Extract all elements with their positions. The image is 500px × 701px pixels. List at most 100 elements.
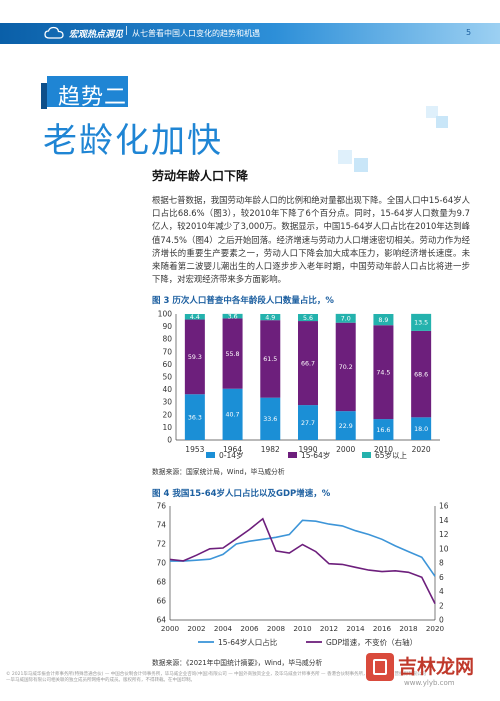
y-tick-label: 70 [162, 347, 172, 356]
bar-segment [335, 313, 356, 323]
bar-segment [184, 394, 205, 440]
x-tick-label: 1982 [261, 445, 280, 454]
legend-swatch [362, 452, 371, 458]
y-right-tick-label: 4 [439, 587, 444, 596]
bar-segment [298, 405, 318, 440]
figure4-title: 图 4 我国15-64岁人口占比以及GDP增速，% [152, 489, 331, 499]
y-tick-label: 60 [162, 360, 172, 369]
bar-segment [411, 417, 432, 440]
trend-tag: 趋势二 [41, 76, 128, 110]
y-left-tick-label: 76 [156, 502, 166, 511]
bar-value-label: 8.9 [378, 317, 388, 324]
legend-label: 15-64岁 [301, 450, 330, 460]
bar-value-label: 22.9 [339, 423, 353, 430]
bar-segment [411, 313, 432, 331]
x-tick-label: 2012 [320, 624, 338, 633]
series-line [170, 519, 436, 577]
decor-square [338, 150, 352, 164]
y-tick-label: 10 [162, 423, 172, 432]
x-tick-label: 2016 [373, 624, 392, 633]
y-right-tick-label: 14 [439, 516, 449, 525]
bar-segment [184, 319, 205, 395]
watermark-logo-icon [366, 653, 394, 681]
bar-segment [335, 322, 356, 412]
bar-segment [222, 388, 243, 440]
series-line [169, 517, 436, 604]
bar-value-label: 13.5 [414, 320, 428, 327]
legend-label: 0-14岁 [219, 450, 244, 460]
y-right-tick-label: 16 [439, 502, 449, 511]
body-paragraph: 根据七普数据，我国劳动年龄人口的比例和绝对量都出现下降。全国人口中15-64岁人… [152, 195, 470, 285]
watermark-url: www.ylyb.com [404, 679, 455, 687]
y-left-tick-label: 70 [156, 559, 166, 568]
bar-value-label: 55.8 [226, 351, 240, 358]
bar-value-label: 27.7 [301, 420, 315, 427]
y-right-tick-label: 2 [439, 601, 444, 610]
bar-value-label: 66.7 [301, 360, 315, 367]
section-title: 劳动年龄人口下降 [152, 169, 249, 183]
bar-segment [260, 397, 281, 440]
figure3-stacked-bar-chart: 0 10 20 30 40 50 60 70 80 90 100 36.3 59.3 4.4 1953 40.… [158, 310, 440, 460]
y-tick-label: 50 [162, 373, 172, 382]
y-tick-label: 0 [167, 436, 172, 445]
bar-segment [298, 314, 318, 322]
y-left-tick-label: 72 [156, 540, 166, 549]
trend-tag-label: 趋势二 [58, 85, 128, 110]
y-right-tick-label: 10 [439, 544, 449, 553]
bar-value-label: 18.0 [414, 426, 428, 433]
bar-segment [373, 419, 394, 440]
legend-label: 15-64岁人口占比 [218, 637, 278, 647]
y-tick-label: 90 [162, 322, 172, 331]
decor-square [436, 116, 448, 128]
bar-segment [373, 325, 394, 420]
bar-segment [222, 313, 243, 319]
bar-segment [260, 320, 281, 398]
bar-value-label: 3.6 [228, 313, 238, 320]
bar-value-label: 59.3 [188, 354, 202, 361]
x-tick-label: 2010 [293, 624, 312, 633]
x-tick-label: 2000 [336, 445, 355, 454]
bar-segment [298, 321, 318, 406]
bar-value-label: 36.3 [188, 414, 202, 421]
bar-segment [184, 314, 205, 320]
y-tick-label: 20 [162, 410, 172, 419]
header-section: 宏观热点洞见 [69, 30, 124, 40]
x-tick-label: 2020 [426, 624, 445, 633]
y-tick-label: 40 [162, 385, 172, 394]
decor-square [426, 106, 438, 118]
bar-segment [373, 314, 394, 326]
header-subtitle: 从七普看中国人口变化的趋势和机遇 [132, 29, 260, 38]
bar-value-label: 16.6 [376, 427, 390, 434]
y-tick-label: 80 [162, 335, 172, 344]
legend-swatch [206, 452, 215, 458]
figure3-title: 图 3 历次人口普查中各年龄段人口数量占比，% [152, 296, 334, 306]
header-bar: 宏观热点洞见 | 从七普看中国人口变化的趋势和机遇 5 [0, 23, 500, 44]
header-separator: | [125, 26, 129, 36]
legend-label: GDP增速，不变价（右轴） [326, 637, 417, 647]
y-left-tick-label: 66 [156, 597, 166, 606]
y-tick-label: 100 [158, 310, 173, 319]
y-right-tick-label: 0 [439, 616, 444, 625]
y-tick-label: 30 [162, 398, 172, 407]
figure3-source: 数据来源：国家统计局，Wind，毕马威分析 [152, 468, 285, 476]
bar-value-label: 4.4 [190, 314, 200, 321]
x-tick-label: 2002 [187, 624, 205, 633]
page-number: 5 [466, 28, 472, 37]
bar-segment [222, 318, 243, 389]
y-left-tick-label: 64 [156, 616, 166, 625]
x-tick-label: 2018 [399, 624, 418, 633]
bar-segment [411, 330, 432, 418]
bar-value-label: 40.7 [226, 412, 240, 419]
bar-segment [260, 314, 281, 321]
bar-segment [335, 411, 356, 440]
y-right-tick-label: 12 [439, 530, 449, 539]
legend-label: 65岁以上 [375, 450, 408, 460]
y-left-tick-label: 74 [156, 521, 166, 530]
x-tick-label: 2006 [240, 624, 259, 633]
watermark-text: 吉林龙网 [398, 656, 475, 678]
bar-value-label: 61.5 [263, 356, 277, 363]
bar-value-label: 4.9 [265, 314, 275, 321]
bar-value-label: 70.2 [339, 364, 353, 371]
bar-value-label: 74.5 [376, 369, 390, 376]
